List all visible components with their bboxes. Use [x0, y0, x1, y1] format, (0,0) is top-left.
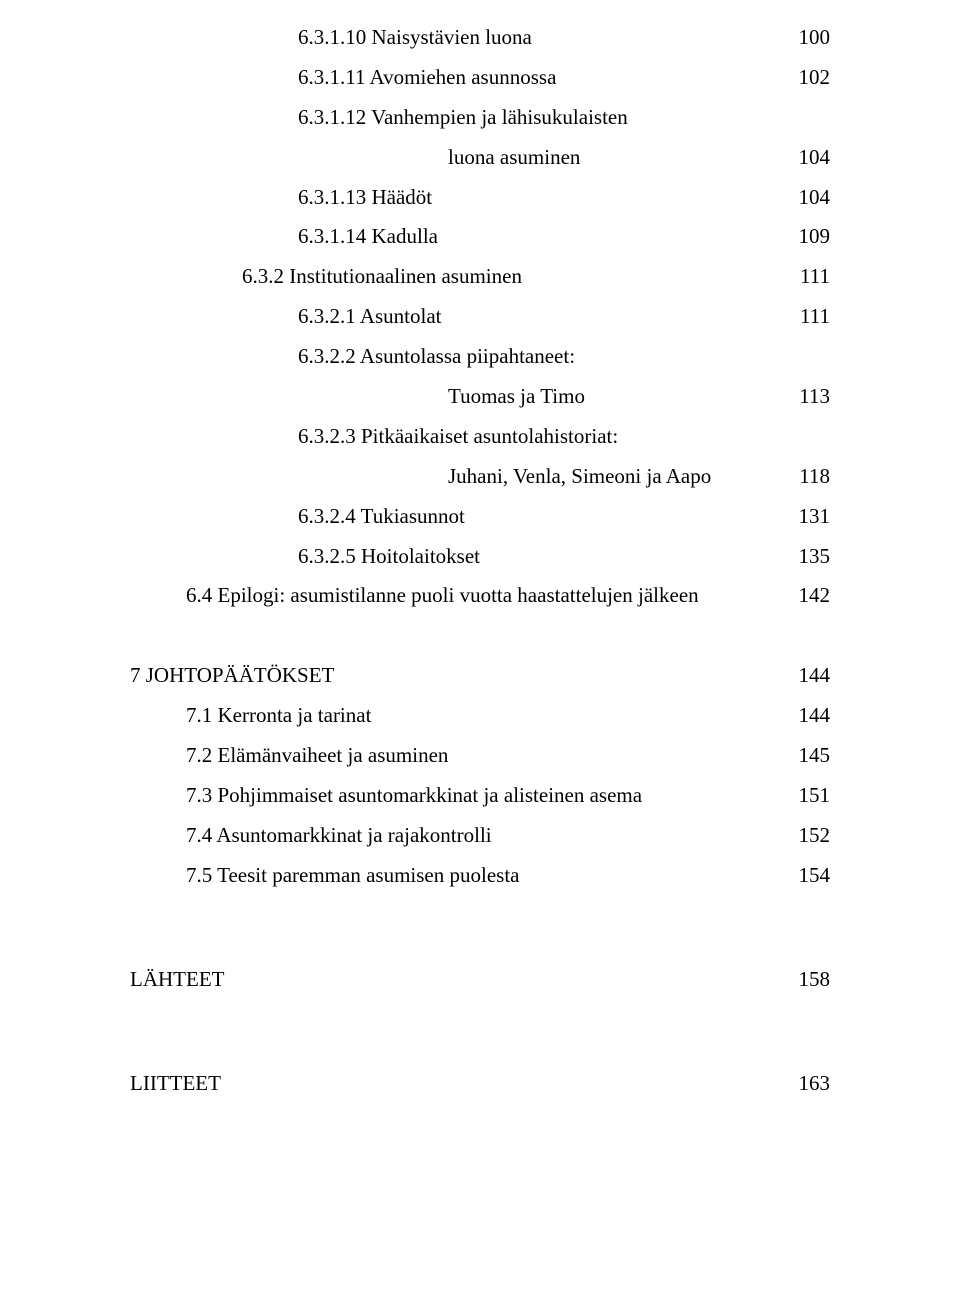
toc-page: 142	[799, 576, 831, 616]
toc-entry-cont: luona asuminen 104	[130, 138, 830, 178]
toc-entry: 6.4 Epilogi: asumistilanne puoli vuotta …	[130, 576, 830, 616]
toc-label: LÄHTEET	[130, 960, 779, 1000]
toc-page: 131	[799, 497, 831, 537]
toc-entry: 6.3.1.14 Kadulla 109	[130, 217, 830, 257]
toc-label: 6.3.1.11 Avomiehen asunnossa	[298, 58, 779, 98]
toc-entry: 6.3.2.3 Pitkäaikaiset asuntolahistoriat:	[130, 417, 830, 457]
toc-entry: 6.3.2.2 Asuntolassa piipahtaneet:	[130, 337, 830, 377]
toc-label: 6.3.1.12 Vanhempien ja lähisukulaisten	[298, 98, 830, 138]
toc-entry: LÄHTEET 158	[130, 960, 830, 1000]
toc-block-appendix: LIITTEET 163	[130, 1064, 830, 1104]
toc-page: 100	[799, 18, 831, 58]
toc-entry: 6.3.1.10 Naisystävien luona 100	[130, 18, 830, 58]
toc-block-references: LÄHTEET 158	[130, 960, 830, 1000]
toc-entry: 7.2 Elämänvaiheet ja asuminen 145	[130, 736, 830, 776]
document-page: 6.3.1.10 Naisystävien luona 100 6.3.1.11…	[0, 0, 960, 1103]
toc-entry: 7.3 Pohjimmaiset asuntomarkkinat ja alis…	[130, 776, 830, 816]
toc-page: 135	[799, 537, 831, 577]
toc-entry: 7 JOHTOPÄÄTÖKSET 144	[130, 656, 830, 696]
toc-label: 7 JOHTOPÄÄTÖKSET	[130, 656, 779, 696]
toc-page: 109	[799, 217, 831, 257]
toc-entry-cont: Tuomas ja Timo 113	[130, 377, 830, 417]
toc-label: Juhani, Venla, Simeoni ja Aapo	[448, 457, 779, 497]
toc-label: 6.3.2.2 Asuntolassa piipahtaneet:	[298, 337, 830, 377]
toc-page: 154	[799, 856, 831, 896]
toc-label: 6.4 Epilogi: asumistilanne puoli vuotta …	[186, 576, 779, 616]
toc-label: 6.3.1.10 Naisystävien luona	[298, 18, 779, 58]
toc-entry: 6.3.2 Institutionaalinen asuminen 111	[130, 257, 830, 297]
toc-block-6-3: 6.3.1.10 Naisystävien luona 100 6.3.1.11…	[130, 18, 830, 616]
toc-entry: LIITTEET 163	[130, 1064, 830, 1104]
toc-page: 144	[799, 656, 831, 696]
toc-entry: 6.3.2.5 Hoitolaitokset 135	[130, 537, 830, 577]
toc-label: 6.3.2 Institutionaalinen asuminen	[242, 257, 780, 297]
toc-label: 7.4 Asuntomarkkinat ja rajakontrolli	[186, 816, 779, 856]
toc-label: 6.3.2.1 Asuntolat	[298, 297, 780, 337]
toc-label: 6.3.1.14 Kadulla	[298, 217, 779, 257]
toc-entry-cont: Juhani, Venla, Simeoni ja Aapo 118	[130, 457, 830, 497]
toc-entry: 6.3.2.4 Tukiasunnot 131	[130, 497, 830, 537]
toc-page: 118	[799, 457, 830, 497]
toc-page: 151	[799, 776, 831, 816]
toc-page: 113	[799, 377, 830, 417]
toc-label: 6.3.2.3 Pitkäaikaiset asuntolahistoriat:	[298, 417, 830, 457]
toc-entry: 7.1 Kerronta ja tarinat 144	[130, 696, 830, 736]
toc-page: 145	[799, 736, 831, 776]
toc-label: 6.3.2.4 Tukiasunnot	[298, 497, 779, 537]
toc-entry: 7.5 Teesit paremman asumisen puolesta 15…	[130, 856, 830, 896]
toc-entry: 6.3.2.1 Asuntolat 111	[130, 297, 830, 337]
toc-label: 7.3 Pohjimmaiset asuntomarkkinat ja alis…	[186, 776, 779, 816]
toc-label: 7.1 Kerronta ja tarinat	[186, 696, 779, 736]
toc-entry: 6.3.1.11 Avomiehen asunnossa 102	[130, 58, 830, 98]
toc-page: 104	[799, 178, 831, 218]
toc-block-7: 7 JOHTOPÄÄTÖKSET 144 7.1 Kerronta ja tar…	[130, 656, 830, 895]
toc-label: Tuomas ja Timo	[448, 377, 779, 417]
toc-page: 102	[799, 58, 831, 98]
toc-label: 7.5 Teesit paremman asumisen puolesta	[186, 856, 779, 896]
toc-label: 6.3.1.13 Häädöt	[298, 178, 779, 218]
toc-page: 152	[799, 816, 831, 856]
toc-page: 111	[800, 257, 830, 297]
toc-page: 144	[799, 696, 831, 736]
toc-page: 104	[799, 138, 831, 178]
toc-entry: 6.3.1.12 Vanhempien ja lähisukulaisten	[130, 98, 830, 138]
toc-label: LIITTEET	[130, 1064, 779, 1104]
toc-page: 111	[800, 297, 830, 337]
toc-entry: 6.3.1.13 Häädöt 104	[130, 178, 830, 218]
toc-page: 158	[799, 960, 831, 1000]
toc-entry: 7.4 Asuntomarkkinat ja rajakontrolli 152	[130, 816, 830, 856]
toc-label: 6.3.2.5 Hoitolaitokset	[298, 537, 779, 577]
toc-page: 163	[799, 1064, 831, 1104]
toc-label: 7.2 Elämänvaiheet ja asuminen	[186, 736, 779, 776]
toc-label: luona asuminen	[448, 138, 779, 178]
